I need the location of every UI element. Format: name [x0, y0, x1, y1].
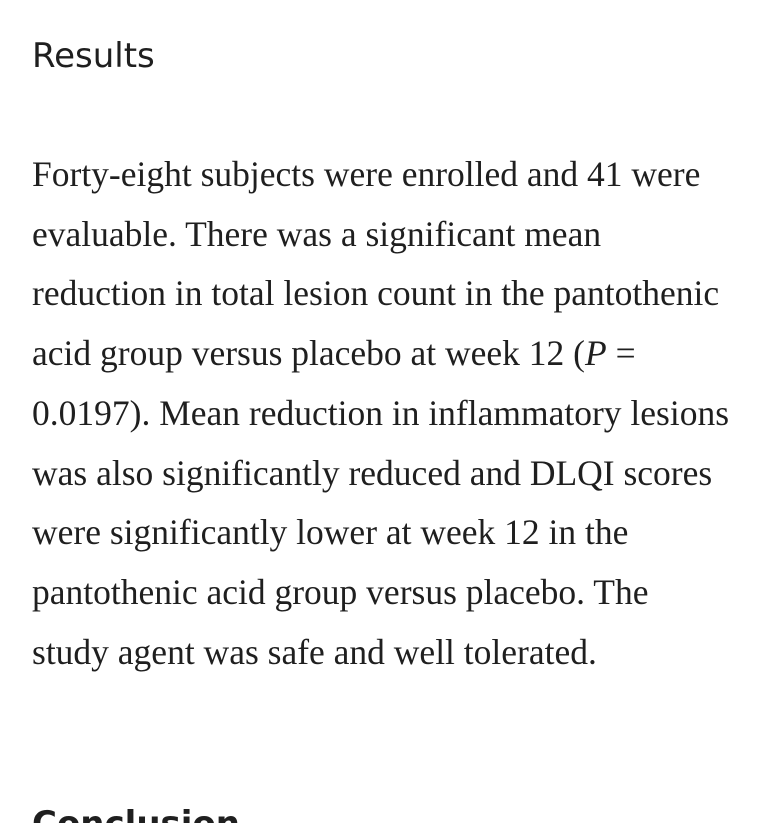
- results-text-part-2: = 0.0197). Mean reduction in inflammator…: [32, 333, 730, 672]
- conclusion-heading: Conclusion: [32, 800, 240, 823]
- results-text-part-1: Forty-eight subjects were enrolled and 4…: [32, 154, 720, 374]
- results-paragraph: Forty-eight subjects were enrolled and 4…: [32, 145, 732, 682]
- results-heading: Results: [32, 36, 155, 76]
- p-value-symbol: P: [585, 333, 607, 374]
